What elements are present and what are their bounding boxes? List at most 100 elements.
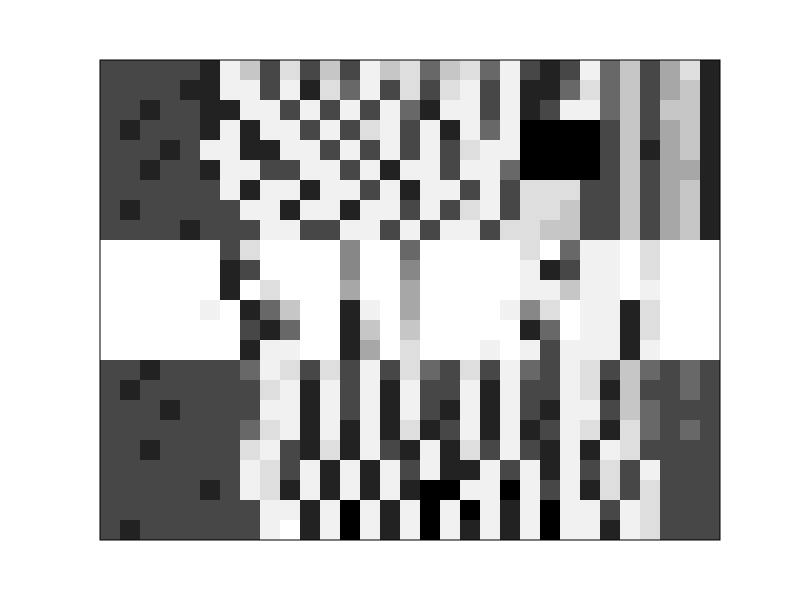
heatmap-cell — [120, 260, 141, 281]
heatmap-cell — [160, 100, 181, 121]
heatmap-cell — [560, 480, 581, 501]
heatmap-cell — [360, 280, 381, 301]
heatmap-cell — [460, 520, 481, 540]
heatmap-cell — [560, 340, 581, 361]
heatmap-cell — [400, 280, 421, 301]
heatmap-cell — [440, 300, 461, 321]
heatmap-cell — [220, 120, 241, 141]
heatmap-cell — [200, 240, 221, 261]
heatmap-cell — [700, 280, 720, 301]
heatmap-cell — [480, 380, 501, 401]
heatmap-cell — [460, 340, 481, 361]
heatmap-cell — [560, 260, 581, 281]
heatmap-cell — [280, 520, 301, 540]
heatmap-cell — [340, 160, 361, 181]
heatmap-cell — [240, 200, 261, 221]
heatmap-cell — [620, 360, 641, 381]
heatmap-cell — [640, 340, 661, 361]
heatmap-cell — [120, 120, 141, 141]
heatmap-cell — [500, 440, 521, 461]
heatmap-cell — [200, 120, 221, 141]
heatmap-cell — [660, 400, 681, 421]
heatmap-cell — [620, 220, 641, 241]
heatmap-cell — [640, 260, 661, 281]
heatmap-cell — [660, 220, 681, 241]
heatmap-cell — [400, 360, 421, 381]
heatmap-cell — [140, 220, 161, 241]
heatmap-cell — [400, 380, 421, 401]
heatmap-cell — [320, 140, 341, 161]
heatmap-cell — [460, 500, 481, 521]
heatmap-cell — [300, 420, 321, 441]
heatmap-cell — [300, 520, 321, 540]
heatmap-cell — [360, 380, 381, 401]
heatmap-cell — [660, 160, 681, 181]
heatmap-cell — [440, 220, 461, 241]
heatmap-cell — [560, 220, 581, 241]
heatmap-cell — [240, 120, 261, 141]
heatmap-cell — [500, 420, 521, 441]
heatmap-cell — [140, 160, 161, 181]
heatmap-cell — [220, 240, 241, 261]
heatmap-cell — [380, 140, 401, 161]
heatmap-cell — [660, 320, 681, 341]
heatmap-cell — [700, 180, 720, 201]
heatmap-cell — [180, 460, 201, 481]
heatmap-cell — [380, 80, 401, 101]
heatmap-cell — [200, 420, 221, 441]
heatmap-cell — [200, 220, 221, 241]
heatmap-cell — [180, 180, 201, 201]
heatmap-cell — [620, 80, 641, 101]
heatmap-cell — [200, 480, 221, 501]
heatmap-cell — [700, 380, 720, 401]
heatmap-cell — [360, 500, 381, 521]
heatmap-cell — [340, 320, 361, 341]
heatmap-cell — [480, 200, 501, 221]
heatmap-cell — [280, 460, 301, 481]
heatmap-cell — [700, 440, 720, 461]
heatmap-cell — [420, 120, 441, 141]
heatmap-cell — [340, 360, 361, 381]
heatmap-cell — [220, 220, 241, 241]
heatmap-cell — [400, 120, 421, 141]
heatmap-cell — [580, 400, 601, 421]
heatmap-cell — [460, 240, 481, 261]
heatmap-cell — [500, 300, 521, 321]
heatmap-cell — [600, 80, 621, 101]
heatmap-cell — [700, 460, 720, 481]
heatmap-cell — [580, 300, 601, 321]
heatmap-cell — [360, 100, 381, 121]
heatmap-cell — [600, 440, 621, 461]
heatmap-cell — [560, 360, 581, 381]
heatmap-cell — [500, 120, 521, 141]
heatmap-cell — [260, 60, 281, 81]
heatmap-cell — [520, 140, 541, 161]
heatmap-cell — [560, 140, 581, 161]
heatmap-cell — [140, 460, 161, 481]
heatmap-cell — [360, 300, 381, 321]
heatmap-cell — [640, 120, 661, 141]
heatmap-cell — [560, 100, 581, 121]
heatmap-cell — [200, 140, 221, 161]
heatmap-cell — [100, 380, 121, 401]
heatmap-cell — [180, 340, 201, 361]
heatmap-cell — [220, 320, 241, 341]
heatmap-cell — [120, 80, 141, 101]
heatmap-cell — [560, 460, 581, 481]
heatmap-cell — [540, 100, 561, 121]
heatmap-cell — [680, 440, 701, 461]
heatmap-cell — [240, 100, 261, 121]
heatmap-cell — [160, 80, 181, 101]
heatmap-cell — [500, 480, 521, 501]
heatmap-cell — [540, 500, 561, 521]
heatmap-cell — [160, 300, 181, 321]
heatmap-cell — [600, 420, 621, 441]
heatmap-cell — [380, 60, 401, 81]
heatmap-cell — [560, 420, 581, 441]
heatmap-cell — [280, 500, 301, 521]
heatmap-cell — [280, 140, 301, 161]
heatmap-cell — [140, 200, 161, 221]
heatmap-cell — [120, 180, 141, 201]
heatmap-cell — [200, 400, 221, 421]
heatmap-cell — [300, 340, 321, 361]
